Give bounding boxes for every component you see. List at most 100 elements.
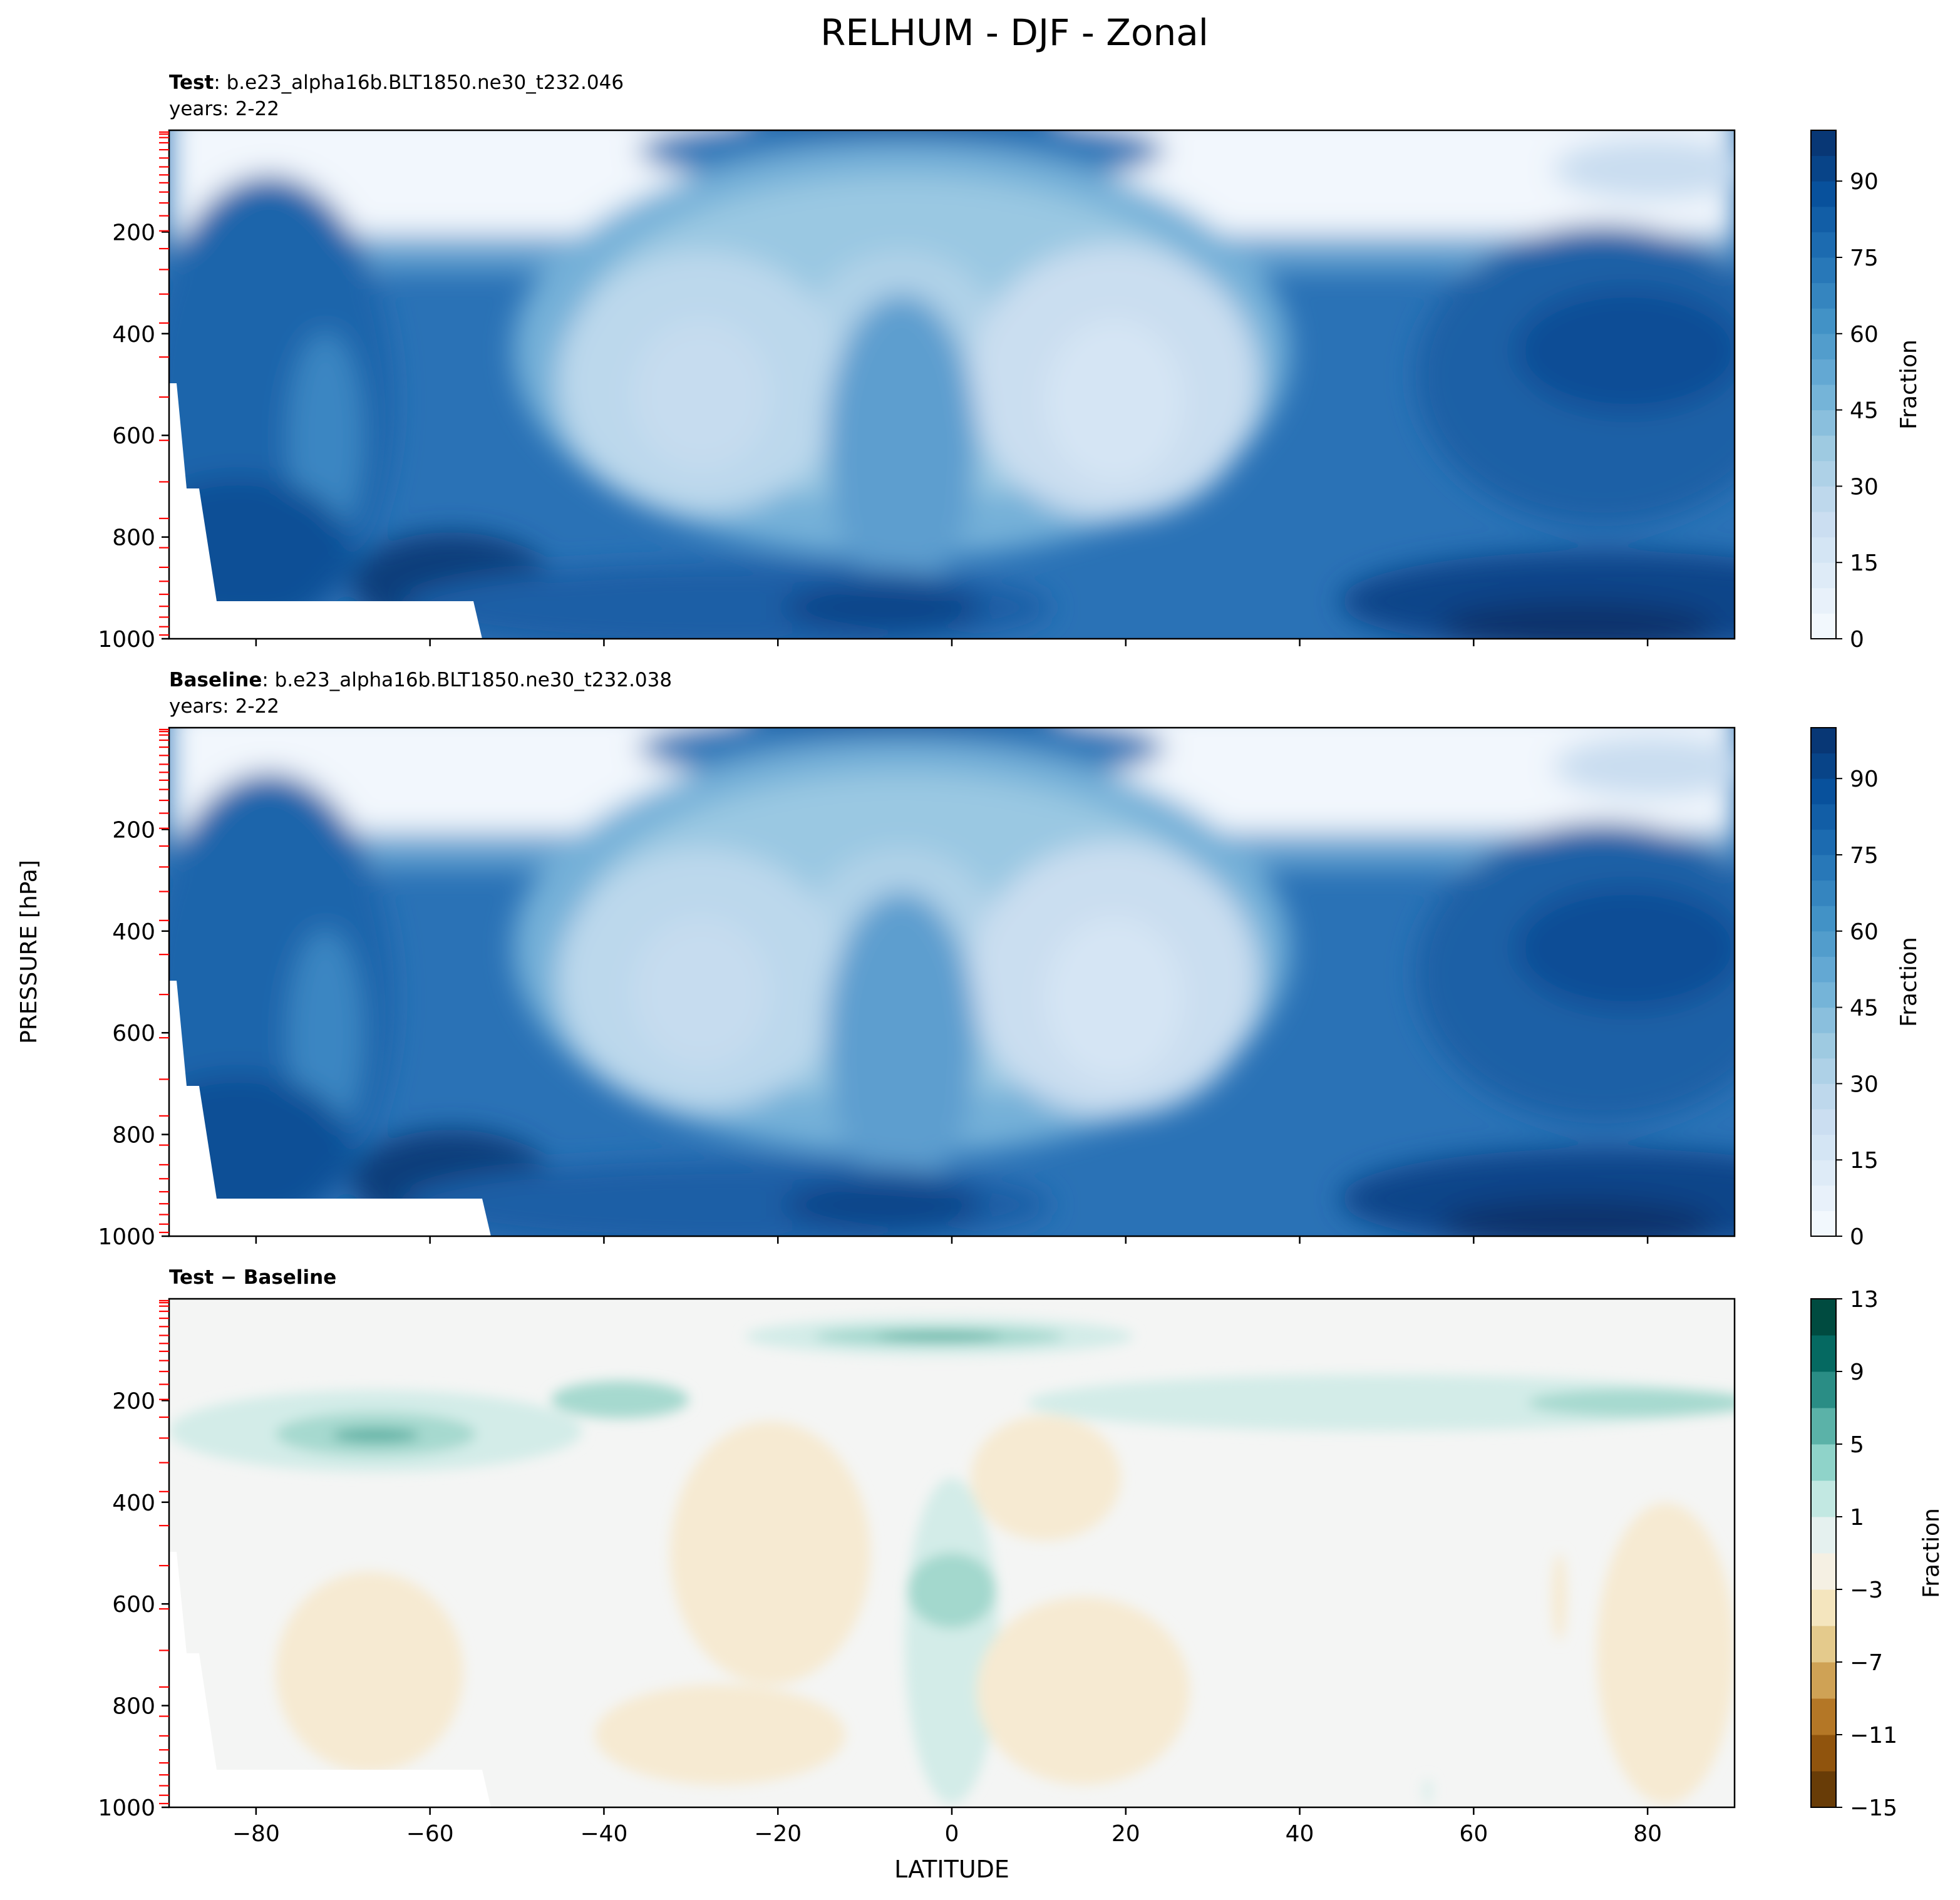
- colorbar-swatch: [1811, 155, 1836, 182]
- colorbar-swatch: [1811, 257, 1836, 284]
- colorbar-swatch: [1811, 1517, 1836, 1554]
- colorbar-swatch: [1811, 982, 1836, 1008]
- colorbar-swatch: [1811, 1335, 1836, 1372]
- colorbar-swatch: [1811, 486, 1836, 512]
- colorbar-swatch: [1811, 1626, 1836, 1663]
- y-tick-label: 800: [112, 1694, 155, 1720]
- colorbar-swatch: [1811, 308, 1836, 334]
- colorbar-tick-label: 0: [1850, 1224, 1864, 1250]
- colorbar-swatch: [1811, 613, 1836, 639]
- colorbar-tick-label: −3: [1850, 1577, 1883, 1603]
- colorbar-swatch: [1811, 906, 1836, 932]
- colorbar-swatch: [1811, 435, 1836, 462]
- colorbar: 0 15 30 45 60 75 90 Fraction: [1810, 130, 1922, 653]
- colorbar-tick-label: 90: [1850, 767, 1879, 792]
- y-axis-label: PRESSURE [hPa]: [16, 860, 42, 1044]
- panel-test: Test: b.e23_alpha16b.BLT1850.ne30_t232.0…: [98, 71, 1922, 653]
- colorbar-swatch: [1811, 1735, 1836, 1772]
- y-tick-label: 200: [112, 1388, 155, 1414]
- red-ticks: [159, 728, 169, 1234]
- colorbar-swatch: [1811, 778, 1836, 805]
- colorbar-ticks: 0 15 30 45 60 75 90: [1836, 169, 1879, 653]
- colorbar-ticks: 0 15 30 45 60 75 90: [1836, 767, 1879, 1250]
- y-axis: 200 400 600 800 1000: [98, 1388, 169, 1821]
- x-tick-label: −20: [754, 1821, 802, 1847]
- colorbar-tick-label: 1: [1850, 1505, 1864, 1531]
- x-axis-label: LATITUDE: [894, 1856, 1009, 1883]
- colorbar-tick-label: 45: [1850, 398, 1879, 424]
- colorbar-tick-label: −11: [1850, 1723, 1897, 1748]
- colorbar-tick-label: 15: [1850, 1148, 1879, 1174]
- y-tick-label: 400: [112, 919, 155, 945]
- colorbar-swatch: [1811, 1033, 1836, 1059]
- colorbar: 13 9 5 1 −3 −7 −11 −15 Fraction: [1810, 1287, 1944, 1821]
- figure-title: RELHUM - DJF - Zonal: [820, 11, 1209, 54]
- colorbar-swatch: [1811, 385, 1836, 411]
- panel-title-bold: Test − Baseline: [169, 1266, 336, 1289]
- y-tick-label: 400: [112, 1490, 155, 1516]
- x-tick-label: 0: [945, 1821, 959, 1847]
- colorbar-swatches: [1811, 130, 1836, 639]
- x-tick-label: −40: [580, 1821, 627, 1847]
- colorbar-tick-label: 75: [1850, 245, 1879, 271]
- colorbar-swatch: [1811, 1371, 1836, 1408]
- red-ticks: [159, 1299, 169, 1805]
- x-axis: −80 −60 −40 −20 0 20 40 60 80: [232, 1807, 1662, 1847]
- colorbar-swatch: [1811, 1698, 1836, 1735]
- colorbar-swatches: [1811, 1299, 1836, 1808]
- panel-difference: Test − Baseline: [98, 1266, 1944, 1847]
- colorbar-label: Fraction: [1896, 339, 1922, 430]
- panel-baseline: Baseline: b.e23_alpha16b.BLT1850.ne30_t2…: [98, 669, 1922, 1250]
- colorbar-swatch: [1811, 1662, 1836, 1699]
- y-tick-label: 200: [112, 220, 155, 245]
- colorbar-swatch: [1811, 1589, 1836, 1626]
- contour-field: [169, 130, 1735, 639]
- colorbar-swatch: [1811, 512, 1836, 538]
- colorbar-tick-label: 75: [1850, 843, 1879, 869]
- colorbar-swatch: [1811, 359, 1836, 385]
- colorbar-swatch: [1811, 232, 1836, 258]
- y-tick-label: 800: [112, 525, 155, 551]
- colorbar-swatch: [1811, 282, 1836, 309]
- colorbar-swatch: [1811, 1299, 1836, 1336]
- y-tick-label: 1000: [98, 1224, 155, 1250]
- colorbar-tick-label: 5: [1850, 1432, 1864, 1458]
- panel-title-rest: : b.e23_alpha16b.BLT1850.ne30_t232.038: [262, 669, 672, 691]
- colorbar-label: Fraction: [1896, 937, 1922, 1027]
- colorbar-swatch: [1811, 1771, 1836, 1808]
- colorbar-tick-label: 13: [1850, 1287, 1879, 1313]
- x-tick-label: 60: [1459, 1821, 1488, 1847]
- contour-field: [169, 728, 1735, 1236]
- x-axis: [255, 1236, 1649, 1244]
- colorbar: 0 15 30 45 60 75 90 Fraction: [1810, 727, 1922, 1250]
- colorbar-swatch: [1811, 1444, 1836, 1481]
- colorbar-frame: [1810, 1298, 1837, 1808]
- colorbar-swatch: [1811, 1160, 1836, 1186]
- panel-subtitle: years: 2-22: [169, 695, 279, 718]
- colorbar-swatch: [1811, 1083, 1836, 1110]
- colorbar-frame: [1810, 130, 1837, 639]
- colorbar-swatch: [1811, 1408, 1836, 1445]
- colorbar-swatch: [1811, 181, 1836, 207]
- panel-title-bold: Baseline: [169, 669, 262, 691]
- y-tick-label: 400: [112, 322, 155, 348]
- colorbar-tick-label: 9: [1850, 1360, 1864, 1385]
- colorbar-swatch: [1811, 1007, 1836, 1033]
- colorbar-tick-label: 60: [1850, 322, 1879, 348]
- colorbar-swatch: [1811, 410, 1836, 436]
- colorbar-swatch: [1811, 956, 1836, 983]
- colorbar-tick-label: 45: [1850, 996, 1879, 1021]
- contour-field: [169, 1299, 1735, 1807]
- y-axis: 200 400 600 800 1000: [98, 817, 169, 1250]
- x-tick-label: 80: [1633, 1821, 1662, 1847]
- colorbar-swatch: [1811, 1058, 1836, 1084]
- y-tick-label: 1000: [98, 1795, 155, 1821]
- colorbar-swatch: [1811, 1134, 1836, 1160]
- colorbar-swatch: [1811, 728, 1836, 754]
- colorbar-swatch: [1811, 753, 1836, 779]
- colorbar-swatch: [1811, 587, 1836, 614]
- y-axis: 200 400 600 800 1000: [98, 220, 169, 653]
- colorbar-swatch: [1811, 333, 1836, 359]
- colorbar-tick-label: 60: [1850, 919, 1879, 945]
